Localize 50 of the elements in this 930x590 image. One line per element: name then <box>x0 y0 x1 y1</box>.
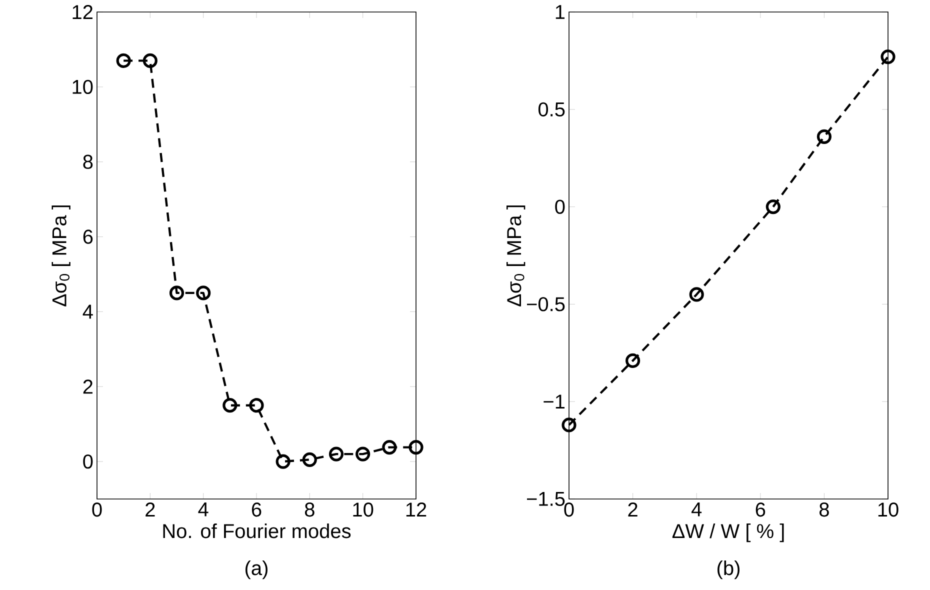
x-axis-title: ΔW / W [ % ] <box>672 524 784 542</box>
x-tick-label: 4 <box>692 502 702 516</box>
point <box>142 53 158 68</box>
y-tick-label: 6 <box>83 230 93 244</box>
x-axis-title: No. of Fourier modes <box>163 524 351 538</box>
y-tick-label: −1.5 <box>526 492 565 506</box>
x-tick-label: 10 <box>353 502 374 517</box>
y-axis-title: Δσ$_{0}$ [ MPa ] <box>52 205 70 306</box>
y-tick-label: 0 <box>555 200 565 214</box>
y-tick-label: 1 <box>556 5 565 19</box>
point <box>169 286 184 300</box>
text: (a) <box>246 560 268 580</box>
point <box>562 418 576 432</box>
point <box>222 398 238 413</box>
x-tick-label: 10 <box>878 502 898 517</box>
point <box>689 287 704 302</box>
y-tick-label: 0 <box>83 454 93 469</box>
x-tick-label: 4 <box>198 502 208 516</box>
point <box>408 440 424 455</box>
x-tick-label: 12 <box>406 502 426 516</box>
y-tick-label: 8 <box>83 154 93 169</box>
point <box>880 50 896 64</box>
point <box>196 286 211 300</box>
point <box>382 440 397 455</box>
y-tick-label: 12 <box>72 5 92 19</box>
point <box>276 454 290 469</box>
point <box>302 452 317 467</box>
y-tick-label: −0.5 <box>526 297 565 312</box>
y-tick-label: 4 <box>82 304 93 319</box>
y-axis-title: Δσ$_{0}$ [ MPa ] <box>506 205 526 306</box>
point <box>249 398 264 413</box>
point <box>816 129 832 144</box>
text: (b) <box>718 560 740 580</box>
y-tick-label: 10 <box>72 80 93 94</box>
point <box>626 353 640 368</box>
y-tick-label: 2 <box>83 380 92 394</box>
x-tick-label: 6 <box>756 502 766 517</box>
point <box>116 53 131 68</box>
x-tick-label: 0 <box>92 502 102 517</box>
x-tick-label: 8 <box>304 502 314 517</box>
y-tick-label: 0.5 <box>538 102 565 116</box>
x-tick-label: 2 <box>628 502 638 516</box>
point <box>356 446 370 462</box>
x-tick-label: 0 <box>564 502 574 517</box>
point <box>328 446 344 462</box>
x-tick-label: 6 <box>252 502 262 517</box>
x-tick-label: 8 <box>820 502 829 517</box>
point <box>766 200 780 214</box>
x-tick-label: 2 <box>146 502 155 516</box>
y-tick-label: −1 <box>544 394 565 408</box>
